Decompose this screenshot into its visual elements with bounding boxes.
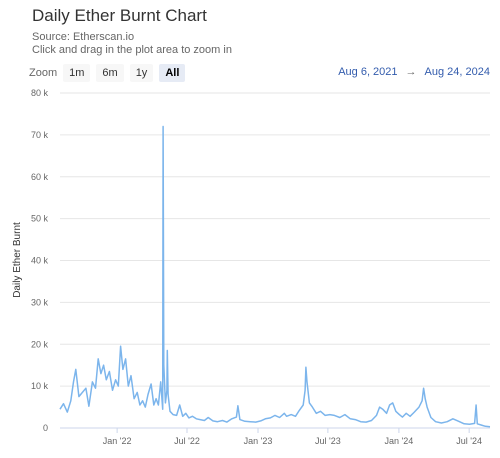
x-tick-label: Jan '24 xyxy=(385,436,414,446)
x-tick-label: Jan '23 xyxy=(244,436,273,446)
x-tick-label: Jan '22 xyxy=(103,436,132,446)
page-title: Daily Ether Burnt Chart xyxy=(32,6,207,25)
x-tick-label: Jul '24 xyxy=(456,436,482,446)
series-group xyxy=(59,125,491,428)
x-tick-label: Jul '22 xyxy=(174,436,200,446)
range-to-input[interactable]: Aug 24, 2024 xyxy=(424,66,490,78)
zoom-1m-button[interactable]: 1m xyxy=(63,64,91,82)
y-tick-label: 70 k xyxy=(31,130,49,140)
series-line[interactable] xyxy=(59,125,491,428)
zoom-bar: Zoom 1m 6m 1y All xyxy=(29,63,191,83)
y-tick-label: 10 k xyxy=(31,381,49,391)
range-arrow-icon: → xyxy=(405,66,417,78)
source-text: Source: Etherscan.io xyxy=(32,31,135,43)
y-tick-label: 40 k xyxy=(31,256,49,266)
y-tick-label: 30 k xyxy=(31,297,49,307)
date-range: Aug 6, 2021 → Aug 24, 2024 xyxy=(338,66,490,78)
y-tick-label: 20 k xyxy=(31,339,49,349)
y-tick-label: 0 xyxy=(43,423,48,433)
y-tick-label: 80 k xyxy=(31,88,49,98)
y-axis-label: Daily Ether Burnt xyxy=(12,222,23,298)
zoom-6m-button[interactable]: 6m xyxy=(96,64,124,82)
x-axis-ticks: Jan '22 Jul '22 Jan '23 Jul '23 Jan '24 Jul '… xyxy=(103,428,482,446)
zoom-hint-text: Click and drag in the plot area to zoom … xyxy=(32,44,232,56)
x-tick-label: Jul '23 xyxy=(315,436,341,446)
zoom-1y-button[interactable]: 1y xyxy=(129,64,154,82)
y-tick-label: 50 k xyxy=(31,214,49,224)
zoom-all-button[interactable]: All xyxy=(159,64,186,82)
y-axis-ticks: 0 10 k 20 k 30 k 40 k 50 k 60 k 70 k 80 k xyxy=(31,88,49,433)
y-tick-label: 60 k xyxy=(31,172,49,182)
grid-lines xyxy=(60,92,490,429)
range-from-input[interactable]: Aug 6, 2021 xyxy=(338,66,398,78)
zoom-label: Zoom xyxy=(29,67,58,79)
